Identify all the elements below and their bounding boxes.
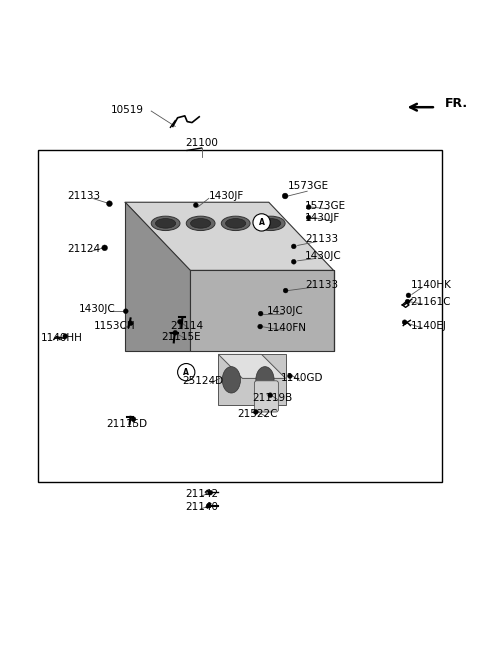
Circle shape	[306, 205, 311, 209]
Circle shape	[107, 201, 112, 207]
Text: 1140EJ: 1140EJ	[410, 321, 446, 331]
Text: 10519: 10519	[111, 104, 144, 115]
Circle shape	[288, 374, 292, 379]
Text: 1140FN: 1140FN	[266, 323, 306, 333]
Circle shape	[291, 259, 296, 264]
Circle shape	[208, 490, 213, 495]
Circle shape	[306, 215, 311, 220]
Text: 1140GD: 1140GD	[281, 373, 324, 383]
FancyBboxPatch shape	[254, 380, 278, 412]
Ellipse shape	[226, 218, 246, 228]
Circle shape	[402, 320, 407, 325]
Circle shape	[63, 334, 68, 338]
Circle shape	[193, 203, 198, 207]
Circle shape	[268, 393, 273, 398]
Circle shape	[173, 331, 178, 335]
Text: 1140HH: 1140HH	[41, 333, 83, 342]
Polygon shape	[218, 354, 286, 379]
Circle shape	[406, 293, 411, 298]
Text: 1573GE: 1573GE	[288, 182, 329, 192]
Circle shape	[283, 288, 288, 293]
Polygon shape	[125, 202, 190, 351]
Text: 21522C: 21522C	[238, 409, 278, 419]
Circle shape	[291, 244, 296, 249]
Circle shape	[282, 193, 288, 199]
Text: 21119B: 21119B	[252, 392, 292, 403]
Ellipse shape	[221, 216, 250, 230]
Text: 1140HK: 1140HK	[410, 280, 451, 290]
Circle shape	[206, 503, 211, 508]
Polygon shape	[125, 202, 334, 270]
Polygon shape	[218, 354, 286, 405]
Circle shape	[178, 319, 182, 324]
Ellipse shape	[151, 216, 180, 230]
Text: 1573GE: 1573GE	[305, 201, 346, 211]
Circle shape	[253, 214, 270, 231]
Text: 21140: 21140	[185, 502, 218, 512]
Text: 21133: 21133	[67, 191, 101, 201]
Ellipse shape	[256, 216, 285, 230]
Text: A: A	[183, 367, 189, 377]
Circle shape	[258, 324, 263, 329]
Ellipse shape	[186, 216, 215, 230]
Polygon shape	[190, 270, 334, 351]
Ellipse shape	[256, 367, 274, 393]
Circle shape	[405, 299, 410, 304]
Circle shape	[131, 417, 136, 422]
Text: 21115E: 21115E	[161, 332, 201, 342]
Text: FR.: FR.	[445, 97, 468, 110]
Text: 21114: 21114	[170, 321, 204, 331]
Text: 1430JC: 1430JC	[266, 306, 303, 316]
Text: 21142: 21142	[185, 489, 218, 499]
Circle shape	[258, 311, 263, 316]
Ellipse shape	[156, 218, 176, 228]
Text: 21133: 21133	[305, 280, 338, 290]
Circle shape	[253, 409, 258, 415]
Text: 21161C: 21161C	[410, 297, 451, 306]
Text: 25124D: 25124D	[182, 376, 224, 386]
Text: 1430JF: 1430JF	[305, 213, 340, 222]
Bar	[38, 150, 442, 482]
Text: 21133: 21133	[305, 234, 338, 244]
Text: 1430JF: 1430JF	[209, 191, 244, 201]
Circle shape	[128, 321, 133, 325]
Ellipse shape	[261, 218, 281, 228]
Circle shape	[102, 245, 108, 251]
Text: 21115D: 21115D	[107, 419, 148, 429]
Text: 1430JC: 1430JC	[305, 251, 342, 261]
Text: 21124: 21124	[67, 244, 101, 254]
Text: 1153CH: 1153CH	[94, 321, 135, 331]
Circle shape	[178, 363, 195, 380]
Text: A: A	[259, 218, 264, 227]
Ellipse shape	[191, 218, 211, 228]
Text: 1430JC: 1430JC	[79, 304, 116, 314]
Ellipse shape	[222, 367, 240, 393]
Text: 21100: 21100	[185, 138, 218, 148]
Circle shape	[123, 309, 128, 314]
